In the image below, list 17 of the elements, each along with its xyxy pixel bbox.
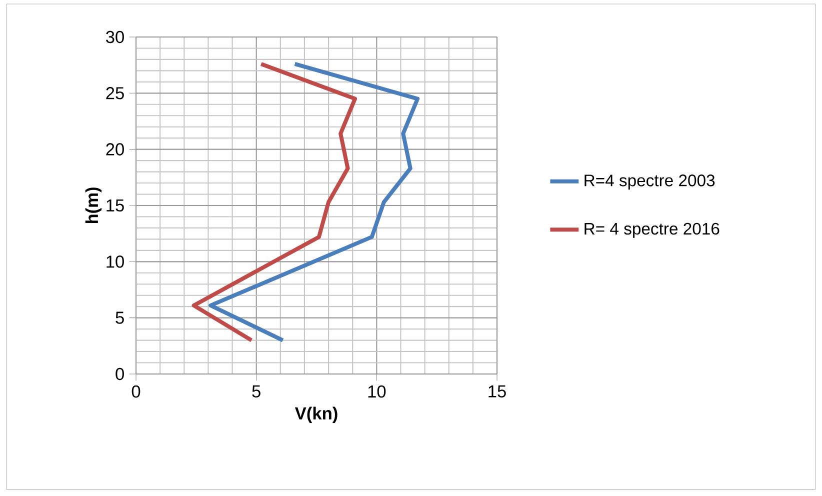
y-tick-label: 30 bbox=[106, 30, 124, 44]
y-tick-label: 0 bbox=[116, 368, 124, 380]
x-tick-label: 15 bbox=[488, 385, 506, 398]
y-tick-label: 20 bbox=[106, 143, 124, 156]
legend-label: R= 4 spectre 2016 bbox=[584, 222, 720, 238]
legend-label: R=4 spectre 2003 bbox=[584, 174, 715, 190]
x-tick-label: 10 bbox=[368, 385, 386, 398]
x-axis-title: V(kn) bbox=[294, 406, 338, 423]
x-tick-label: 5 bbox=[252, 385, 260, 398]
y-tick-label: 25 bbox=[106, 87, 124, 100]
y-tick-label: 15 bbox=[106, 199, 124, 212]
line-series bbox=[208, 62, 420, 342]
y-tick-label: 10 bbox=[106, 256, 124, 268]
x-tick-label: 0 bbox=[132, 385, 140, 398]
y-axis-title: h(m) bbox=[85, 188, 102, 224]
y-tick-label: 5 bbox=[116, 312, 124, 324]
line-series bbox=[192, 62, 358, 342]
